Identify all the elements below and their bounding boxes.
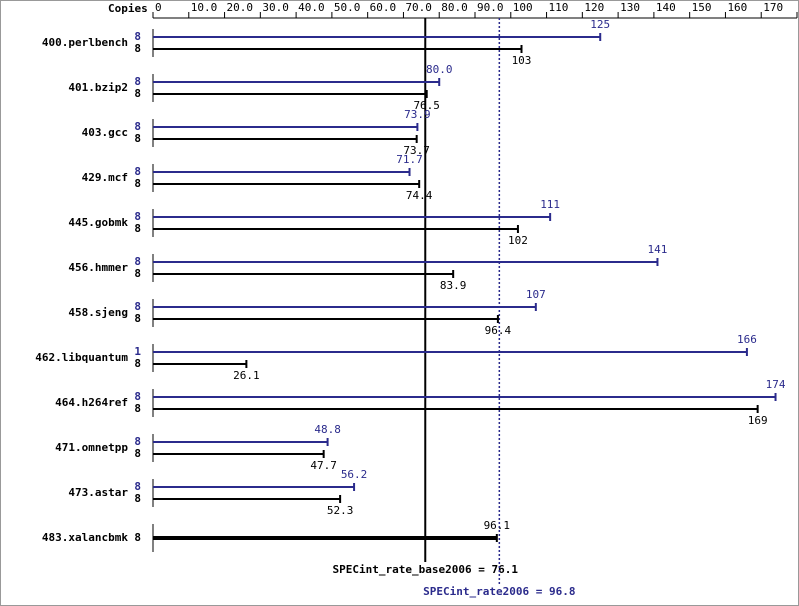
copies: 1 [134, 345, 141, 358]
copies: 8 [134, 267, 141, 280]
copies: 8 [134, 402, 141, 415]
copies: 8 [134, 492, 141, 505]
copies: 8 [134, 300, 141, 313]
x-tick-label: 140 [656, 1, 676, 14]
copies: 8 [134, 435, 141, 448]
copies-label: Copies [108, 2, 148, 15]
benchmark-name: 456.hmmer [68, 261, 128, 274]
x-tick-label: 70.0 [405, 1, 432, 14]
value-label: 174 [766, 378, 786, 391]
value-label: 83.9 [440, 279, 467, 292]
x-tick-label: 60.0 [370, 1, 397, 14]
value-label: 74.4 [406, 189, 433, 202]
value-label: 169 [748, 414, 768, 427]
x-tick-label: 20.0 [227, 1, 254, 14]
value-label: 111 [540, 198, 560, 211]
benchmark-name: 473.astar [68, 486, 128, 499]
reference-label: SPECint_rate2006 = 96.8 [423, 585, 575, 598]
benchmark-name: 445.gobmk [68, 216, 128, 229]
benchmark-name: 483.xalancbmk [42, 531, 128, 544]
value-label: 102 [508, 234, 528, 247]
copies: 8 [134, 120, 141, 133]
copies: 8 [134, 165, 141, 178]
benchmark-name: 400.perlbench [42, 36, 128, 49]
x-tick-label: 120 [584, 1, 604, 14]
benchmark-name: 471.omnetpp [55, 441, 128, 454]
x-tick-label: 0 [155, 1, 162, 14]
copies: 8 [134, 132, 141, 145]
x-tick-label: 80.0 [441, 1, 468, 14]
copies: 8 [134, 30, 141, 43]
copies: 8 [134, 357, 141, 370]
copies: 8 [134, 312, 141, 325]
value-label: 26.1 [233, 369, 260, 382]
copies: 8 [134, 531, 141, 544]
benchmark-name: 403.gcc [82, 126, 128, 139]
copies: 8 [134, 210, 141, 223]
benchmark-name: 401.bzip2 [68, 81, 128, 94]
copies: 8 [134, 42, 141, 55]
x-tick-label: 170 [763, 1, 783, 14]
value-label: 103 [512, 54, 532, 67]
value-label: 125 [590, 18, 610, 31]
copies: 8 [134, 480, 141, 493]
copies: 8 [134, 87, 141, 100]
copies: 8 [134, 222, 141, 235]
value-label: 56.2 [341, 468, 368, 481]
value-label: 96.4 [485, 324, 512, 337]
value-label: 48.8 [314, 423, 341, 436]
value-label: 71.7 [396, 153, 423, 166]
value-label: 76.5 [413, 99, 440, 112]
x-tick-label: 100 [513, 1, 533, 14]
value-label: 166 [737, 333, 757, 346]
x-tick-label: 50.0 [334, 1, 361, 14]
x-tick-label: 10.0 [191, 1, 218, 14]
x-tick-label: 160 [727, 1, 747, 14]
value-label: 47.7 [310, 459, 337, 472]
x-tick-label: 130 [620, 1, 640, 14]
value-label: 73.7 [403, 144, 430, 157]
benchmark-name: 462.libquantum [35, 351, 128, 364]
x-tick-label: 110 [549, 1, 569, 14]
copies: 8 [134, 75, 141, 88]
copies: 8 [134, 255, 141, 268]
value-label: 96.1 [484, 519, 511, 532]
x-tick-label: 30.0 [262, 1, 289, 14]
benchmark-name: 429.mcf [82, 171, 128, 184]
x-tick-label: 150 [692, 1, 712, 14]
value-label: 73.9 [404, 108, 431, 121]
value-label: 141 [648, 243, 668, 256]
copies: 8 [134, 177, 141, 190]
value-label: 80.0 [426, 63, 453, 76]
copies: 8 [134, 447, 141, 460]
x-tick-label: 90.0 [477, 1, 504, 14]
reference-label: SPECint_rate_base2006 = 76.1 [333, 563, 519, 576]
copies: 8 [134, 390, 141, 403]
x-tick-label: 40.0 [298, 1, 325, 14]
benchmark-name: 464.h264ref [55, 396, 128, 409]
value-label: 52.3 [327, 504, 354, 517]
benchmark-name: 458.sjeng [68, 306, 128, 319]
value-label: 107 [526, 288, 546, 301]
